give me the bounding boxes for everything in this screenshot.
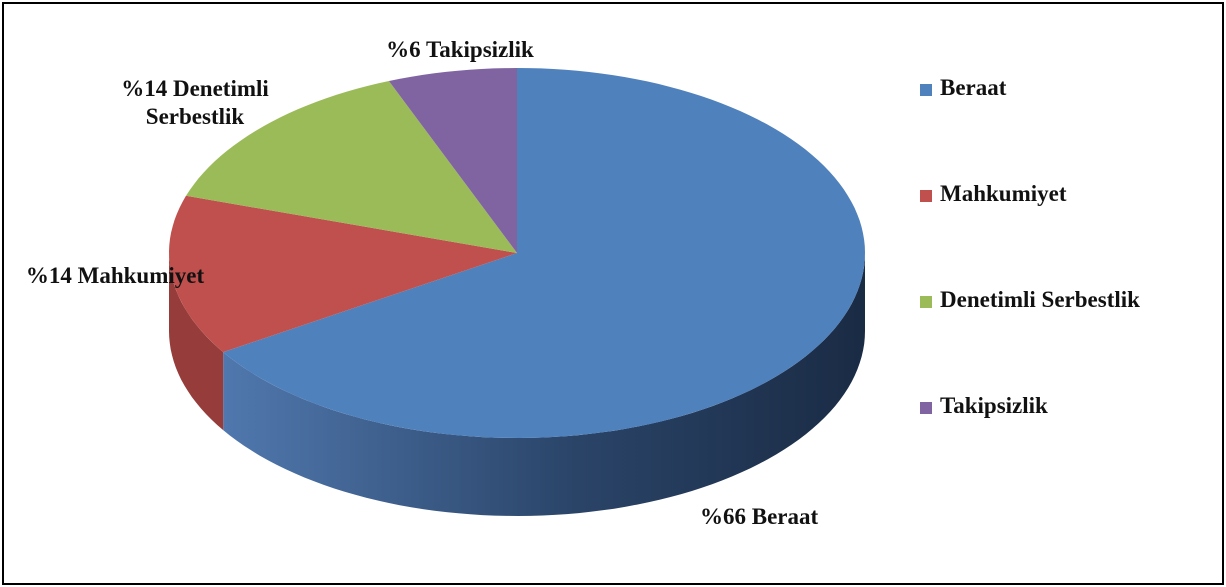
- data-label: %66 Beraat: [700, 504, 819, 529]
- slice-side: [223, 253, 865, 516]
- legend-swatch: [920, 84, 932, 96]
- slice-side: [169, 253, 224, 431]
- slice: [223, 68, 865, 438]
- legend-label: Beraat: [940, 75, 1007, 100]
- data-label: %14 Denetimli Serbestlik: [121, 76, 269, 129]
- legend-swatch: [920, 190, 932, 202]
- slice: [388, 68, 517, 253]
- legend-label: Takipsizlik: [940, 393, 1048, 418]
- legend-swatch: [920, 296, 932, 308]
- legend-label: Denetimli Serbestlik: [940, 287, 1140, 312]
- slice: [186, 81, 517, 253]
- legend-swatch: [920, 402, 932, 414]
- legend-label: Mahkumiyet: [940, 181, 1067, 206]
- data-label: %14 Mahkumiyet: [25, 263, 205, 288]
- data-label: %6 Takipsizlik: [386, 37, 534, 62]
- slice: [169, 195, 517, 353]
